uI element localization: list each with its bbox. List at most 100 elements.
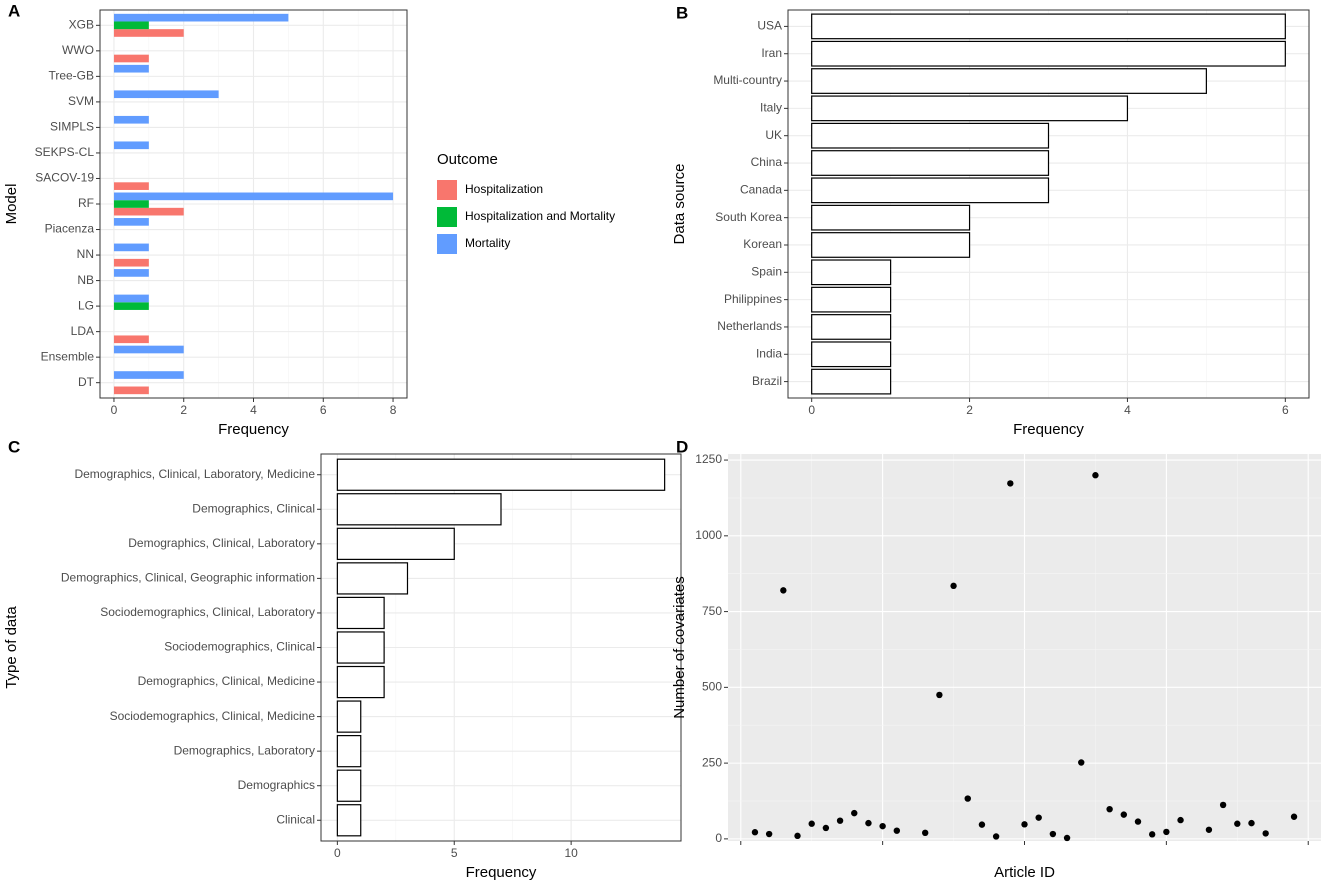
bar	[811, 95, 1129, 122]
x-tick-label: 6	[1282, 403, 1289, 417]
bar	[336, 665, 385, 699]
bar	[811, 68, 1207, 94]
x-tick-label: 4	[1124, 403, 1131, 417]
point	[1063, 834, 1071, 842]
y-tick-label: Demographics	[238, 778, 315, 792]
point	[893, 827, 901, 834]
bar	[336, 700, 362, 733]
y-tick-label: Tree-GB	[48, 69, 94, 83]
bar	[113, 335, 149, 344]
y-tick-label: Sociodemographics, Clinical	[164, 640, 315, 654]
x-tick-label: 2	[180, 403, 187, 417]
x-tick-label: 0	[111, 403, 118, 417]
y-tick-label: Philippines	[724, 292, 782, 306]
point	[936, 691, 943, 699]
bar	[811, 40, 1286, 67]
panel-label: D	[676, 437, 688, 456]
bar	[113, 258, 149, 267]
y-tick-label: Spain	[751, 264, 782, 278]
point	[1262, 830, 1269, 837]
y-tick-label: LG	[78, 298, 94, 312]
point	[1163, 828, 1170, 836]
bar	[113, 90, 219, 99]
point	[1007, 480, 1014, 487]
point	[1234, 820, 1241, 827]
y-tick-label: 0	[715, 831, 722, 845]
point	[751, 829, 759, 836]
point	[780, 587, 787, 594]
bar	[336, 562, 409, 595]
bar	[113, 13, 289, 22]
y-tick-label: Netherlands	[717, 319, 782, 333]
y-tick-label: Demographics, Clinical	[192, 501, 315, 515]
y-tick-label: USA	[757, 19, 782, 33]
legend-title: Outcome	[437, 151, 498, 168]
y-tick-label: XGB	[69, 17, 94, 31]
point	[1106, 805, 1113, 813]
y-tick-label: RF	[78, 196, 94, 210]
y-tick-label: NB	[77, 273, 94, 287]
bar	[113, 207, 184, 216]
point	[836, 817, 844, 824]
y-tick-label: Sociodemographics, Clinical, Medicine	[110, 709, 316, 723]
point	[1248, 819, 1255, 827]
bar	[811, 122, 1050, 149]
bar	[336, 527, 455, 560]
bar	[811, 314, 892, 340]
bar	[113, 29, 184, 37]
plot-border	[99, 9, 408, 399]
bar	[113, 386, 149, 395]
y-tick-label: SEKPS-CL	[35, 145, 95, 159]
y-tick-label: Demographics, Clinical, Medicine	[138, 674, 316, 688]
y-tick-label: SIMPLS	[50, 120, 94, 134]
y-tick-label: NN	[77, 247, 94, 261]
bar	[336, 631, 385, 664]
y-tick-label: Korean	[743, 237, 782, 251]
bar	[811, 259, 892, 286]
bar	[113, 182, 149, 190]
point	[808, 820, 815, 827]
point	[1148, 831, 1156, 838]
bar	[113, 21, 149, 30]
bar	[811, 232, 971, 258]
point	[978, 821, 986, 828]
y-tick-label: Clinical	[276, 812, 315, 826]
bar	[336, 458, 666, 491]
y-tick-label: India	[756, 346, 782, 360]
x-tick-label: 8	[390, 403, 397, 417]
bar	[113, 54, 149, 63]
y-axis-title: Data source	[671, 164, 688, 245]
x-axis-title: Article ID	[994, 864, 1055, 881]
bar	[113, 302, 149, 310]
point	[1290, 813, 1298, 820]
y-tick-label: Piacenza	[45, 222, 95, 236]
y-axis-title: Number of covariates	[671, 576, 688, 719]
x-tick-label: 2	[966, 403, 973, 417]
point	[1120, 811, 1128, 818]
y-tick-label: China	[751, 155, 783, 169]
point	[921, 829, 929, 837]
legend-label: Hospitalization and Mortality	[465, 209, 615, 223]
y-tick-label: SACOV-19	[35, 171, 94, 185]
y-tick-label: 750	[702, 604, 722, 618]
point	[865, 819, 872, 827]
bar	[113, 269, 149, 277]
y-tick-label: Demographics, Clinical, Geographic infor…	[61, 571, 315, 585]
bar	[113, 243, 149, 252]
bar	[113, 192, 394, 201]
bar	[113, 371, 184, 379]
panel-label: A	[8, 1, 20, 20]
y-tick-label: LDA	[71, 324, 94, 338]
bar	[811, 177, 1050, 204]
point	[794, 832, 801, 840]
x-axis-title: Frequency	[466, 864, 537, 881]
x-tick-label: 0	[334, 846, 341, 860]
point	[992, 833, 1000, 840]
bar	[113, 218, 149, 226]
y-tick-label: Iran	[761, 46, 782, 60]
x-axis-title: Frequency	[1013, 421, 1084, 438]
y-tick-label: Canada	[740, 183, 782, 197]
bar	[811, 341, 892, 368]
y-tick-label: Demographics, Clinical, Laboratory	[128, 536, 315, 550]
